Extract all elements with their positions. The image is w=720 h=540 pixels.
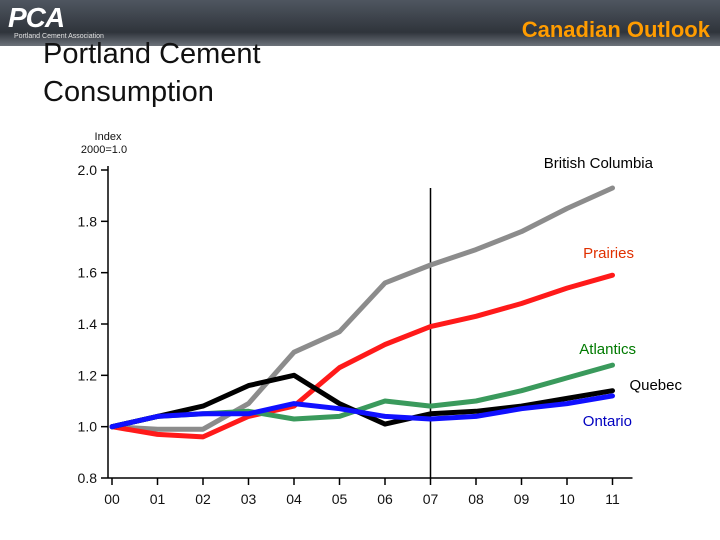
logo-subtext: Portland Cement Association: [14, 33, 104, 40]
series-line-ontario: [109, 393, 615, 430]
y-tick-label: 1.8: [78, 213, 98, 229]
y-axis-label: Index: [95, 131, 122, 143]
series-line-british-columbia: [109, 185, 615, 432]
x-tick-label: 00: [104, 491, 120, 507]
series-label-atlantics: Atlantics: [579, 341, 636, 358]
series-line-atlantics: [109, 362, 615, 430]
header-band: [0, 0, 720, 46]
chart-series: [109, 185, 615, 440]
y-tick-label: 1.0: [78, 419, 98, 435]
y-tick-label: 0.8: [78, 470, 98, 486]
pca-logo: PCA Portland Cement Association: [8, 2, 148, 44]
x-tick-label: 04: [286, 491, 302, 507]
y-tick-label: 1.4: [78, 316, 98, 332]
series-line-quebec: [109, 372, 615, 430]
section-title: Canadian Outlook: [521, 17, 710, 42]
series-label-prairies: Prairies: [583, 245, 634, 262]
x-tick-label: 09: [514, 491, 530, 507]
x-tick-label: 07: [423, 491, 439, 507]
logo-mark: PCA: [8, 2, 65, 33]
x-tick-label: 05: [332, 491, 348, 507]
series-label-british-columbia: British Columbia: [544, 155, 654, 172]
y-axis-label: 2000=1.0: [81, 144, 127, 156]
chart-labels: British Columbia Prairies Atlantics Quebec O…: [544, 155, 683, 430]
y-tick-label: 2.0: [78, 162, 98, 178]
series-line-prairies: [109, 272, 615, 440]
x-tick-label: 02: [195, 491, 211, 507]
y-tick-label: 1.2: [78, 367, 98, 383]
series-label-quebec: Quebec: [629, 377, 682, 394]
x-tick-label: 06: [377, 491, 393, 507]
series-label-ontario: Ontario: [583, 413, 632, 430]
x-tick-label: 11: [605, 491, 620, 507]
x-tick-label: 10: [559, 491, 575, 507]
page-title: Portland Cement Consumption: [43, 38, 261, 108]
x-tick-label: 08: [468, 491, 484, 507]
x-tick-label: 03: [241, 491, 257, 507]
x-tick-label: 01: [150, 491, 166, 507]
y-tick-label: 1.6: [78, 265, 98, 281]
